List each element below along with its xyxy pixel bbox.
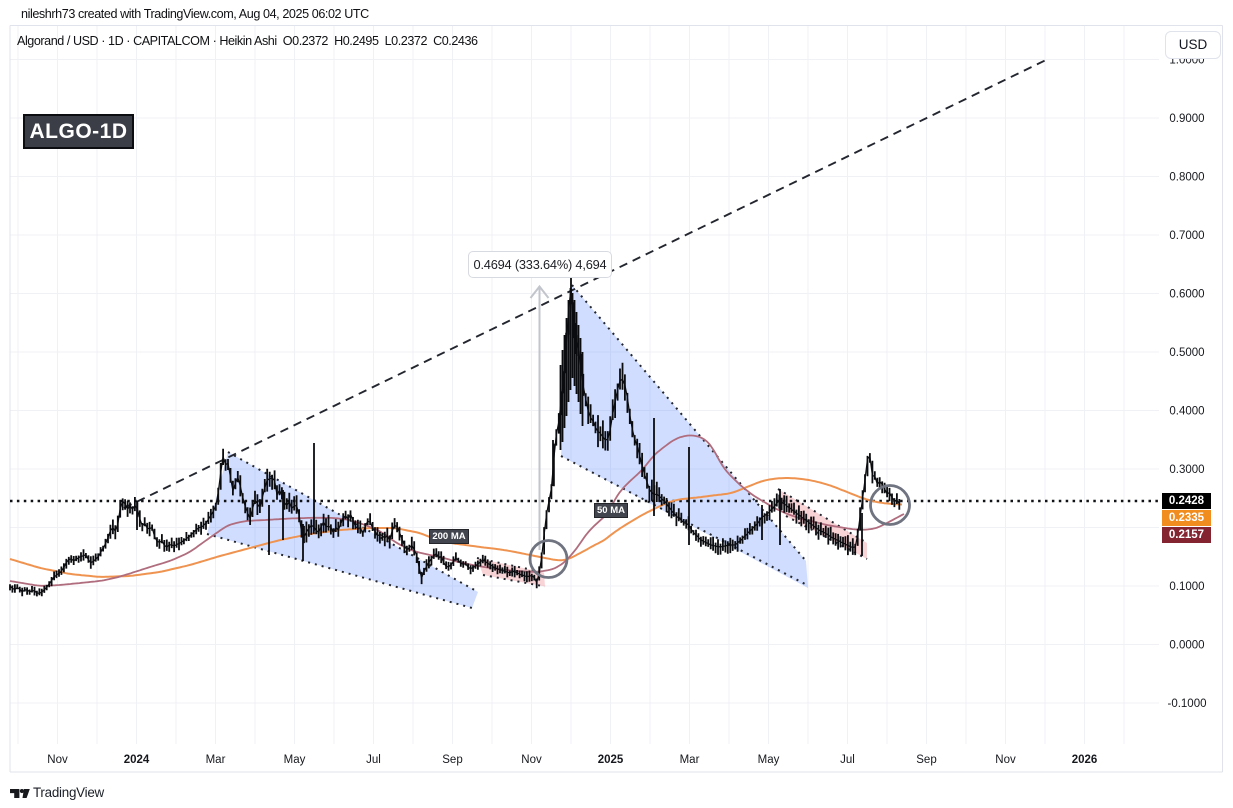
svg-text:May: May: [758, 754, 780, 766]
svg-text:0.0000: 0.0000: [1169, 640, 1204, 652]
svg-text:Nov: Nov: [521, 754, 542, 766]
svg-text:0.4000: 0.4000: [1169, 406, 1204, 418]
svg-text:2025: 2025: [598, 754, 624, 766]
svg-text:0.6000: 0.6000: [1169, 289, 1204, 301]
svg-text:Mar: Mar: [206, 754, 226, 766]
svg-text:Nov: Nov: [47, 754, 68, 766]
svg-text:0.3000: 0.3000: [1169, 464, 1204, 476]
svg-text:May: May: [284, 754, 306, 766]
svg-text:0.1000: 0.1000: [1169, 581, 1204, 593]
svg-text:2024: 2024: [124, 754, 150, 766]
svg-text:Nov: Nov: [995, 754, 1016, 766]
svg-text:Mar: Mar: [680, 754, 700, 766]
svg-text:0.8000: 0.8000: [1169, 172, 1204, 184]
svg-text:2026: 2026: [1072, 754, 1098, 766]
svg-text:0.7000: 0.7000: [1169, 230, 1204, 242]
svg-text:0.9000: 0.9000: [1169, 113, 1204, 125]
svg-text:0.5000: 0.5000: [1169, 347, 1204, 359]
svg-text:Sep: Sep: [916, 754, 936, 766]
svg-text:Jul: Jul: [840, 754, 855, 766]
svg-text:Jul: Jul: [366, 754, 381, 766]
svg-text:Sep: Sep: [442, 754, 462, 766]
svg-text:-0.1000: -0.1000: [1167, 698, 1206, 710]
